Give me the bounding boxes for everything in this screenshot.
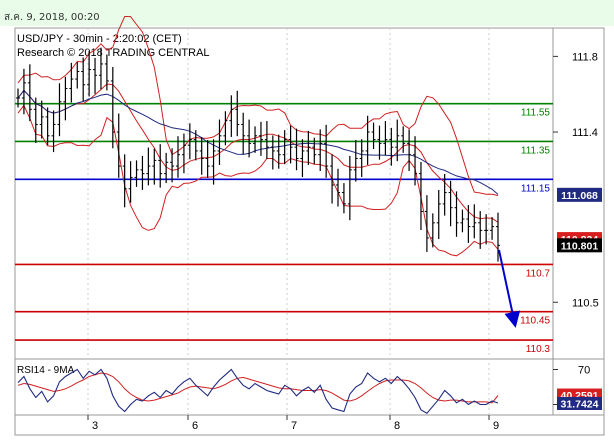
date-header-text: ส.ค. 9, 2018, 00:20 [4, 12, 100, 23]
rsi-label: RSI14 - 9MA [17, 365, 75, 376]
level-lines: 111.55 111.35 111.15 110.7 110.45 110.3 [15, 102, 553, 355]
level-label: 110.45 [520, 316, 550, 327]
price-panel-frame [14, 27, 554, 360]
level-label: 111.35 [521, 145, 551, 156]
date-header-bar: ส.ค. 9, 2018, 00:20 [0, 0, 614, 26]
rsi-line [17, 368, 499, 415]
x-tick-label: 7 [291, 420, 297, 432]
level-label: 111.55 [521, 108, 551, 119]
price-series [16, 15, 500, 262]
time-axis-frame [14, 414, 605, 436]
price-tick-label: 111.8 [572, 51, 598, 63]
price-tick-label: 111.4 [572, 127, 598, 139]
bollinger-upper-band [17, 15, 499, 196]
x-tick-label: 8 [394, 420, 400, 432]
x-tick-label: 3 [92, 420, 98, 432]
rsi-ma-line [17, 372, 499, 404]
bollinger-lower-band [17, 104, 499, 257]
price-badge [557, 238, 602, 253]
price-badge-label: 110.801 [561, 240, 599, 252]
price-tick-label: 110.5 [572, 297, 599, 309]
x-tick-label: 6 [192, 420, 198, 432]
rsi-tick-label: 70 [578, 365, 590, 377]
forecast-arrow [498, 249, 521, 328]
chart-title: USD/JPY - 30min - 2:20:02 (CET) [17, 33, 182, 45]
level-label: 111.15 [521, 183, 551, 194]
level-label: 110.7 [526, 268, 551, 279]
price-axis-ticks: 111.8 111.4 110.5 [553, 51, 599, 309]
x-tick-label: 9 [493, 420, 499, 432]
chart-subtitle: Research © 2018 TRADING CENTRAL [17, 47, 210, 59]
moving-average-blue [17, 89, 499, 195]
price-badge [557, 187, 602, 202]
rsi-value-badge-label: 31.7424 [561, 398, 599, 410]
time-axis-ticks: 3 6 7 8 9 [87, 415, 499, 432]
level-label: 110.3 [526, 344, 551, 355]
rsi-value-badge [557, 396, 602, 410]
price-badge-label: 111.068 [561, 190, 598, 202]
moving-average-red [17, 83, 499, 223]
